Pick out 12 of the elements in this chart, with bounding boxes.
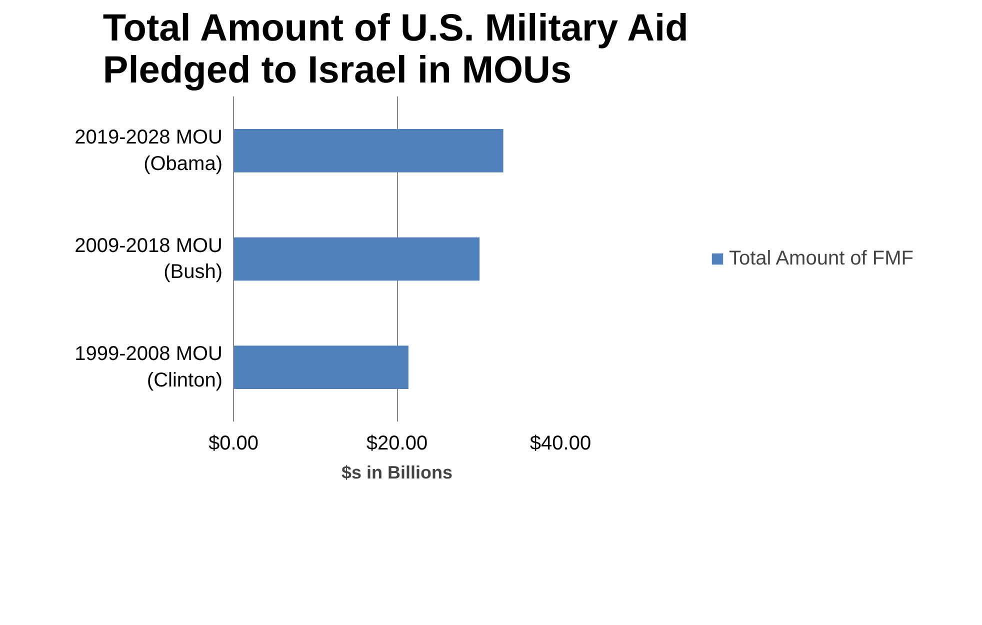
x-tick-label: $20.00 (366, 432, 428, 454)
bar (234, 237, 480, 281)
x-tick-label: $0.00 (208, 432, 259, 454)
bar (234, 346, 408, 389)
y-tick-label: 1999-2008 MOU (Clinton) (74, 343, 223, 392)
bar (234, 129, 504, 172)
legend-label: Total Amount of FMF (729, 247, 914, 270)
x-axis-title: $s in Billions (341, 462, 453, 482)
x-tick-label: $40.00 (530, 432, 592, 454)
chart-title: Total Amount of U.S. Military Aid Pledged to Israel in MOUs (102, 8, 688, 92)
y-tick-label: 2009-2018 MOU (Bush) (74, 234, 223, 284)
y-tick-label: 2019-2028 MOU (Obama) (74, 126, 223, 175)
